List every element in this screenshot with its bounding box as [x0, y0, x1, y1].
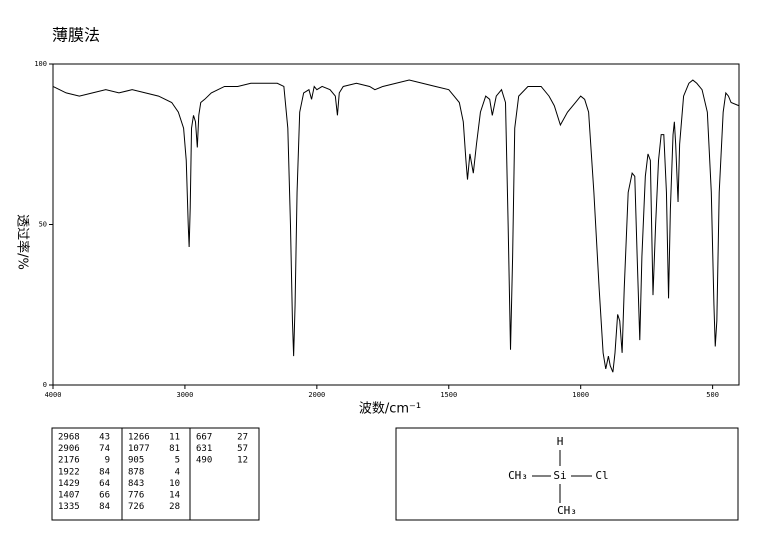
- peak-transmittance: 14: [169, 491, 180, 501]
- peak-wavenumber: 490: [196, 456, 212, 466]
- peak-transmittance: 28: [169, 502, 180, 512]
- atom: CH₃: [557, 504, 577, 517]
- chart-title: 薄膜法: [52, 26, 100, 45]
- atom: Cl: [595, 469, 608, 482]
- structure: H CH₃ Si Cl CH₃: [395, 427, 739, 521]
- structure-border: [395, 427, 739, 521]
- peak-transmittance: 10: [169, 479, 180, 489]
- spectrum-line: [52, 79, 740, 373]
- peak-wavenumber: 1429: [58, 479, 80, 489]
- x-tick-label: 3000: [176, 391, 193, 399]
- peak-transmittance: 43: [99, 433, 110, 443]
- peak-wavenumber: 1266: [128, 433, 150, 443]
- peak-wavenumber: 1407: [58, 491, 80, 501]
- peak-wavenumber: 2176: [58, 456, 80, 466]
- peak-wavenumber: 2906: [58, 444, 80, 454]
- peak-transmittance: 4: [175, 467, 180, 477]
- peak-wavenumber: 843: [128, 479, 144, 489]
- x-axis-label: 波数/cm⁻¹: [359, 402, 421, 417]
- peak-transmittance: 57: [237, 444, 248, 454]
- y-tick-label: 50: [39, 221, 47, 229]
- x-tick-label: 4000: [45, 391, 62, 399]
- peak-transmittance: 9: [105, 456, 110, 466]
- peak-transmittance: 5: [175, 456, 180, 466]
- peak-transmittance: 27: [237, 433, 248, 443]
- peak-wavenumber: 667: [196, 433, 212, 443]
- peak-wavenumber: 905: [128, 456, 144, 466]
- peak-table: [51, 427, 260, 521]
- peak-wavenumber: 776: [128, 491, 144, 501]
- y-tick-label: 0: [43, 381, 47, 389]
- x-tick-label: 2000: [308, 391, 325, 399]
- peak-wavenumber: 631: [196, 444, 212, 454]
- peak-transmittance: 66: [99, 491, 110, 501]
- atom: CH₃: [508, 469, 528, 482]
- x-tick-label: 1000: [572, 391, 589, 399]
- peak-transmittance: 81: [169, 444, 180, 454]
- table-border: [51, 427, 260, 521]
- peak-wavenumber: 2968: [58, 433, 80, 443]
- peak-transmittance: 84: [99, 467, 110, 477]
- peak-wavenumber: 878: [128, 467, 144, 477]
- peak-wavenumber: 726: [128, 502, 144, 512]
- peak-wavenumber: 1922: [58, 467, 80, 477]
- atom: Si: [553, 469, 566, 482]
- atom: H: [557, 435, 564, 448]
- x-tick-label: 1500: [440, 391, 457, 399]
- peak-wavenumber: 1335: [58, 502, 80, 512]
- peak-transmittance: 74: [99, 444, 110, 454]
- x-tick-label: 500: [706, 391, 719, 399]
- peak-transmittance: 11: [169, 433, 180, 443]
- peak-transmittance: 64: [99, 479, 110, 489]
- peak-wavenumber: 1077: [128, 444, 150, 454]
- y-tick-label: 100: [34, 60, 47, 68]
- peak-transmittance: 12: [237, 456, 248, 466]
- y-axis-label: 透过率/%: [15, 214, 31, 270]
- peak-transmittance: 84: [99, 502, 110, 512]
